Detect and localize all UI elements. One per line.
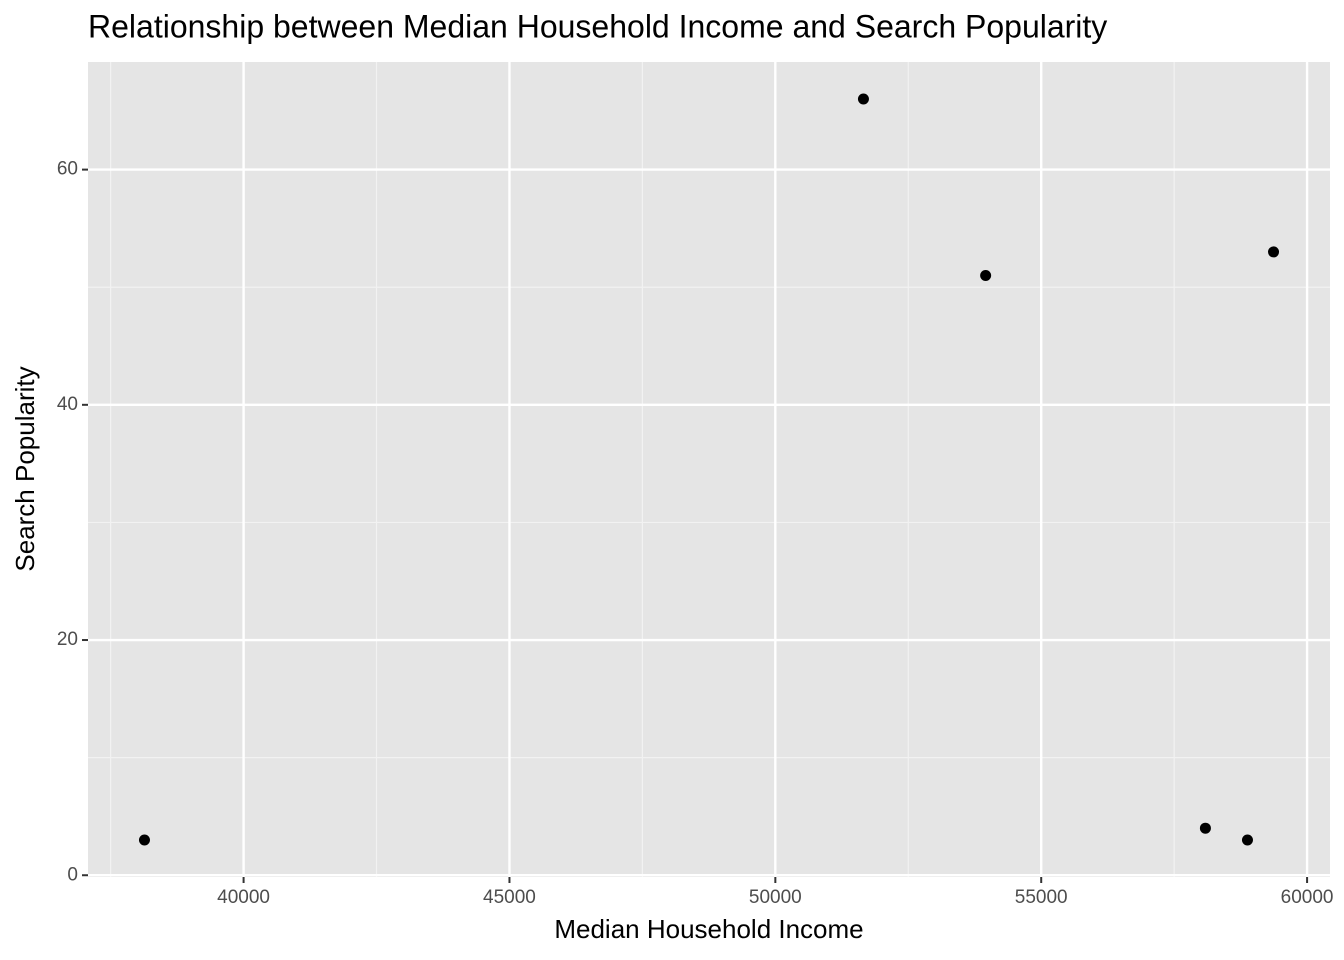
x-tick-label: 40000: [217, 887, 270, 908]
point: [138, 834, 150, 846]
point: [1268, 246, 1280, 258]
x-tick-label: 60000: [1281, 887, 1334, 908]
y-tick-label: 0: [67, 864, 78, 885]
point: [857, 93, 869, 105]
y-tick-label: 40: [57, 394, 78, 415]
x-tick-label: 45000: [483, 887, 536, 908]
point: [1241, 834, 1253, 846]
y-axis-title: Search Popularity: [10, 366, 40, 571]
point: [980, 269, 992, 281]
x-tick-label: 50000: [749, 887, 802, 908]
y-tick-label: 60: [57, 159, 78, 180]
x-tick-label: 55000: [1015, 887, 1068, 908]
x-axis-title: Median Household Income: [554, 914, 863, 944]
point: [1199, 822, 1211, 834]
y-tick-label: 20: [57, 629, 78, 650]
panel: [88, 62, 1330, 877]
chart-title: Relationship between Median Household In…: [88, 8, 1107, 44]
